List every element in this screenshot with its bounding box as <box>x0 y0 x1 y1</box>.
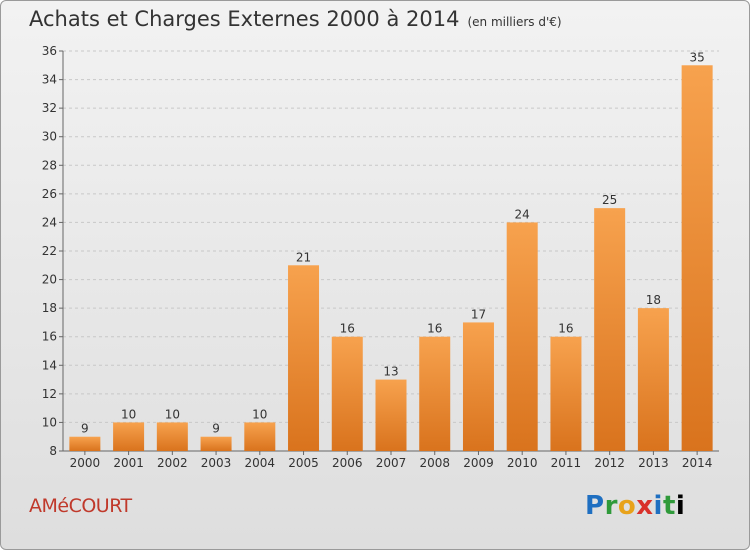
bar <box>156 422 188 451</box>
y-tick-label: 22 <box>42 244 57 258</box>
bar <box>506 222 538 451</box>
chart-title: Achats et Charges Externes 2000 à 2014 (e… <box>29 7 562 31</box>
bar <box>637 308 669 451</box>
bar-value-label: 10 <box>121 407 136 421</box>
bar <box>594 208 626 451</box>
bar <box>550 336 582 451</box>
x-tick-label: 2013 <box>638 456 669 470</box>
y-tick-label: 10 <box>42 415 57 429</box>
bar-value-label: 9 <box>212 422 220 436</box>
bar <box>200 436 232 451</box>
bar-value-label: 25 <box>602 193 617 207</box>
logo-letter: x <box>636 491 654 521</box>
x-tick-label: 2001 <box>113 456 144 470</box>
logo-letter: t <box>662 491 676 521</box>
place-name: AMéCOURT <box>29 495 132 517</box>
y-tick-label: 24 <box>42 215 57 229</box>
logo-letter: i <box>653 491 663 521</box>
proxiti-logo: Proxiti <box>585 491 685 521</box>
logo-letter: i <box>675 491 686 521</box>
x-tick-label: 2000 <box>70 456 101 470</box>
y-tick-label: 12 <box>42 387 57 401</box>
y-tick-label: 20 <box>42 273 57 287</box>
x-tick-label: 2012 <box>594 456 625 470</box>
bar-value-label: 17 <box>471 307 486 321</box>
bar-value-label: 21 <box>296 250 311 264</box>
y-tick-label: 14 <box>42 358 57 372</box>
bar-value-label: 16 <box>558 322 573 336</box>
x-tick-label: 2011 <box>551 456 582 470</box>
y-tick-label: 30 <box>42 130 57 144</box>
x-tick-label: 2002 <box>157 456 188 470</box>
bar-value-label: 16 <box>427 322 442 336</box>
y-tick-label: 26 <box>42 187 57 201</box>
bar-value-label: 24 <box>515 207 530 221</box>
logo-letter: o <box>617 491 637 521</box>
bar <box>331 336 363 451</box>
x-tick-label: 2009 <box>463 456 494 470</box>
bar <box>681 65 713 452</box>
bar-value-label: 10 <box>252 407 267 421</box>
bar-value-label: 35 <box>689 50 704 64</box>
bar-value-label: 16 <box>340 322 355 336</box>
y-tick-label: 16 <box>42 330 57 344</box>
x-tick-label: 2007 <box>376 456 407 470</box>
x-tick-label: 2010 <box>507 456 538 470</box>
y-tick-label: 32 <box>42 101 57 115</box>
chart-subtitle: (en milliers d'€) <box>467 15 562 29</box>
x-tick-labels: 2000 2001 2002 2003 2004 2005 2006 2007 2008 2009… <box>70 456 713 470</box>
x-tick-label: 2006 <box>332 456 363 470</box>
y-tick-label: 34 <box>42 73 57 87</box>
x-tick-label: 2008 <box>419 456 450 470</box>
bars <box>69 65 713 452</box>
y-tick-label: 8 <box>49 444 57 458</box>
x-tick-label: 2005 <box>288 456 319 470</box>
logo-letter: P <box>585 491 605 521</box>
y-tick-label: 36 <box>42 44 57 58</box>
bar-value-label: 18 <box>646 293 661 307</box>
bar <box>113 422 145 451</box>
bar <box>288 265 320 451</box>
bar <box>244 422 276 451</box>
y-tick-label: 18 <box>42 301 57 315</box>
bar <box>69 436 101 451</box>
title-text: Achats et Charges Externes 2000 à 2014 <box>29 7 460 31</box>
y-tick-label: 28 <box>42 158 57 172</box>
logo-letter: r <box>604 491 618 521</box>
bar-value-label: 10 <box>165 407 180 421</box>
bar-value-label: 9 <box>81 422 89 436</box>
x-tick-label: 2003 <box>201 456 232 470</box>
bar <box>419 336 451 451</box>
x-tick-label: 2014 <box>682 456 713 470</box>
value-labels: 9 10 10 9 10 21 16 13 16 17 24 16 25 18 35 <box>81 50 705 435</box>
bar <box>375 379 407 451</box>
x-tick-label: 2004 <box>245 456 276 470</box>
bar <box>462 322 494 451</box>
y-tick-labels: 8 10 12 14 16 18 20 22 24 26 28 30 32 34 36 <box>42 44 57 458</box>
bar-value-label: 13 <box>383 365 398 379</box>
